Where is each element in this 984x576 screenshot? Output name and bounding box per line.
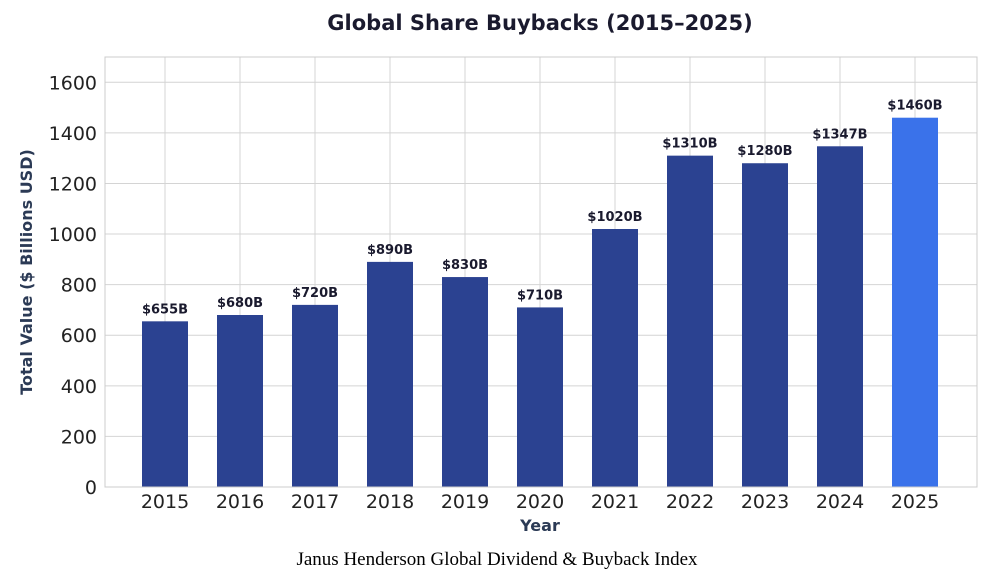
- y-axis-label: Total Value ($ Billions USD): [17, 149, 36, 395]
- bar-2016: [217, 315, 263, 487]
- plot-frame: [104, 56, 978, 488]
- x-tick-label: 2021: [591, 491, 639, 513]
- y-tick-label: 200: [61, 426, 97, 448]
- x-tick-label: 2022: [666, 491, 714, 513]
- x-axis-ticks: 2015 2016 2017 2018 2019 2020 2021 2022 2023 2024…: [141, 491, 939, 513]
- bar-2017: [292, 304, 338, 487]
- bar-2018: [367, 261, 413, 487]
- y-tick-label: 400: [61, 376, 97, 398]
- x-tick-label: 2017: [291, 491, 339, 513]
- x-tick-label: 2015: [141, 491, 189, 513]
- bar-2015: [142, 321, 188, 487]
- y-tick-label: 800: [61, 275, 97, 297]
- bar-2022: [667, 155, 713, 487]
- x-axis-label: Year: [519, 516, 560, 535]
- y-tick-label: 1400: [49, 123, 97, 145]
- y-tick-label: 1000: [49, 224, 97, 246]
- y-axis-ticks: 0 200 400 600 800 1000 1200 1400 1600: [49, 72, 97, 499]
- data-label-2022: $1310B: [662, 137, 717, 152]
- y-tick-label: 1200: [49, 173, 97, 195]
- data-label-2015: $655B: [142, 302, 188, 317]
- data-label-2020: $710B: [517, 288, 563, 303]
- data-label-2016: $680B: [217, 296, 263, 311]
- x-tick-label: 2024: [816, 491, 864, 513]
- data-labels: $655B $680B $720B $890B $830B $710B $1020B $131…: [142, 99, 943, 318]
- data-label-2025: $1460B: [887, 99, 942, 114]
- bar-2025: [892, 117, 938, 488]
- bars: [142, 117, 938, 488]
- source-caption: Janus Henderson Global Dividend & Buybac…: [296, 549, 698, 570]
- x-tick-label: 2023: [741, 491, 789, 513]
- bar-2021: [592, 229, 638, 487]
- chart-title: Global Share Buybacks (2015–2025): [327, 11, 752, 35]
- x-tick-label: 2025: [891, 491, 939, 513]
- data-label-2017: $720B: [292, 286, 338, 301]
- data-label-2018: $890B: [367, 243, 413, 258]
- x-tick-label: 2019: [441, 491, 489, 513]
- data-label-2019: $830B: [442, 258, 488, 273]
- y-tick-label: 0: [85, 477, 97, 499]
- y-tick-label: 1600: [49, 72, 97, 94]
- data-label-2021: $1020B: [587, 210, 642, 225]
- x-tick-label: 2018: [366, 491, 414, 513]
- bar-2023: [742, 163, 788, 487]
- bar-2020: [517, 307, 563, 487]
- x-tick-label: 2016: [216, 491, 264, 513]
- data-label-2023: $1280B: [737, 144, 792, 159]
- bar-2024: [817, 146, 863, 487]
- x-tick-label: 2020: [516, 491, 564, 513]
- data-label-2024: $1347B: [812, 127, 867, 142]
- bar-2019: [442, 277, 488, 487]
- y-tick-label: 600: [61, 325, 97, 347]
